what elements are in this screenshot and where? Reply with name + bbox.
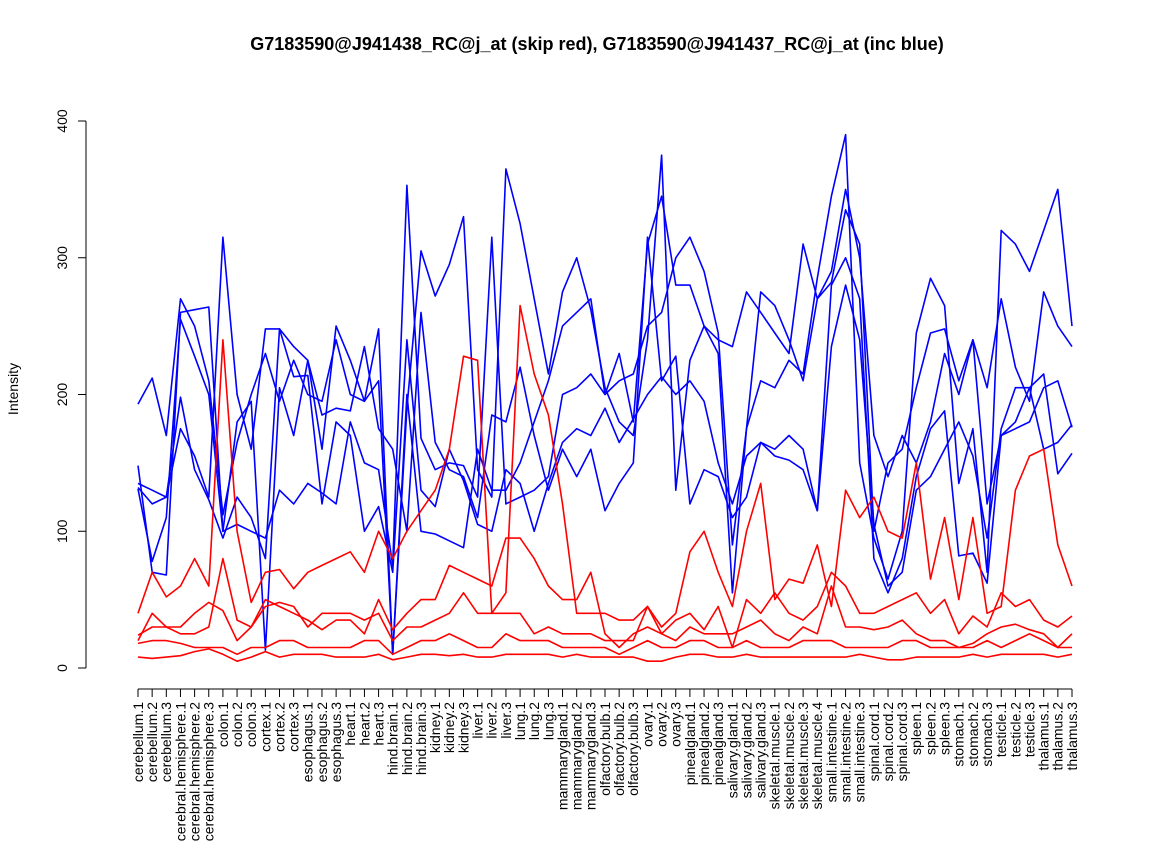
x-tick-label: testicle.2 <box>1007 702 1023 757</box>
x-tick-label: thalamus.2 <box>1050 702 1066 771</box>
x-tick-label: skeletal.muscle.4 <box>809 702 825 810</box>
x-tick-label: small.intestine.2 <box>837 702 853 803</box>
series-line <box>137 537 1073 649</box>
x-tick-label: testicle.1 <box>993 702 1009 757</box>
chart-title: G7183590@J941438_RC@j_at (skip red), G71… <box>250 34 944 54</box>
x-tick-label: heart.1 <box>342 702 358 746</box>
x-tick-label: stomach.2 <box>965 702 981 767</box>
x-tick-label: salivary.gland.2 <box>738 702 754 798</box>
series-line <box>137 184 1073 576</box>
x-tick-label: cortex.3 <box>286 702 302 752</box>
x-tick-label: liver.3 <box>498 702 514 739</box>
x-tick-label: cortex.1 <box>257 702 273 752</box>
x-tick-label: kidney.1 <box>427 702 443 753</box>
x-tick-label: cerebral.hemisphere.2 <box>187 702 203 842</box>
x-tick-label: lung.1 <box>512 702 528 740</box>
x-tick-label: ovary.2 <box>654 702 670 747</box>
x-tick-label: colon.1 <box>215 702 231 747</box>
x-tick-label: mammarygland.3 <box>583 702 599 810</box>
x-tick-label: heart.2 <box>356 702 372 746</box>
series-line <box>137 304 1073 628</box>
x-tick-label: cerebellum.3 <box>158 702 174 782</box>
series-line <box>137 236 1073 652</box>
x-tick-label: kidney.3 <box>455 702 471 753</box>
x-tick-label: spinal.cord.1 <box>866 702 882 782</box>
y-tick-label: 400 <box>54 109 70 133</box>
x-tick-label: spinal.cord.3 <box>894 702 910 782</box>
x-tick-label: liver.1 <box>470 702 486 739</box>
x-tick-label: esophagus.1 <box>300 702 316 782</box>
y-tick-label: 200 <box>54 383 70 407</box>
x-tick-label: hind.brain.3 <box>413 702 429 775</box>
x-tick-label: skeletal.muscle.1 <box>767 702 783 810</box>
x-tick-label: salivary.gland.1 <box>724 702 740 798</box>
x-tick-label: cortex.2 <box>271 702 287 752</box>
y-axis: 0 100 200 300 400 <box>54 109 87 672</box>
series-line <box>137 133 1073 656</box>
x-tick-label: esophagus.3 <box>328 702 344 782</box>
x-tick-label: ovary.1 <box>639 702 655 747</box>
x-tick-label: pinealgland.3 <box>710 702 726 786</box>
x-tick-label: mammarygland.1 <box>554 702 570 810</box>
x-tick-label: skeletal.muscle.3 <box>795 702 811 810</box>
x-tick-label: esophagus.2 <box>314 702 330 782</box>
x-tick-label: heart.3 <box>370 702 386 746</box>
x-tick-label: cerebellum.1 <box>130 702 146 782</box>
x-tick-label: colon.2 <box>229 702 245 747</box>
x-tick-label: mammarygland.2 <box>569 702 585 810</box>
x-tick-label: kidney.2 <box>441 702 457 753</box>
y-tick-label: 300 <box>54 246 70 270</box>
x-tick-label: olfactory.bulb.3 <box>625 702 641 796</box>
x-tick-label: cerebral.hemisphere.3 <box>201 702 217 842</box>
series-line <box>137 557 1073 649</box>
x-tick-label: thalamus.1 <box>1036 702 1052 771</box>
x-tick-label: small.intestine.3 <box>852 702 868 803</box>
x-tick-label: olfactory.bulb.2 <box>611 702 627 796</box>
y-tick-label: 100 <box>54 519 70 543</box>
x-tick-label: spleen.1 <box>908 702 924 755</box>
x-tick-label: spleen.2 <box>922 702 938 755</box>
x-tick-label: stomach.3 <box>979 702 995 767</box>
series-line <box>137 256 1073 594</box>
x-tick-label: spinal.cord.2 <box>880 702 896 782</box>
x-tick-label: thalamus.3 <box>1064 702 1080 771</box>
series-line <box>137 632 1072 656</box>
x-tick-label: pinealgland.1 <box>682 702 698 786</box>
x-tick-label: cerebellum.2 <box>144 702 160 782</box>
x-tick-label: hind.brain.1 <box>385 702 401 775</box>
x-tick-label: small.intestine.1 <box>823 702 839 803</box>
x-tick-label: stomach.1 <box>951 702 967 767</box>
x-tick-label: spleen.3 <box>937 702 953 755</box>
x-tick-label: cerebral.hemisphere.1 <box>172 702 188 842</box>
x-tick-label: lung.2 <box>526 702 542 740</box>
x-tick-label: pinealgland.2 <box>696 702 712 786</box>
series-line <box>137 648 1073 663</box>
x-tick-label: hind.brain.2 <box>399 702 415 775</box>
x-axis: cerebellum.1cerebellum.2cerebellum.3cere… <box>130 688 1080 842</box>
series-group <box>137 133 1073 663</box>
x-tick-label: olfactory.bulb.1 <box>597 702 613 796</box>
y-tick-label: 0 <box>54 664 70 672</box>
x-tick-label: skeletal.muscle.2 <box>781 702 797 810</box>
x-tick-label: lung.3 <box>540 702 556 740</box>
x-tick-label: liver.2 <box>484 702 500 739</box>
x-tick-label: ovary.3 <box>668 702 684 747</box>
x-tick-label: testicle.3 <box>1021 702 1037 757</box>
x-tick-label: colon.3 <box>243 702 259 747</box>
x-tick-label: salivary.gland.3 <box>753 702 769 798</box>
y-axis-label: Intensity <box>5 363 21 415</box>
